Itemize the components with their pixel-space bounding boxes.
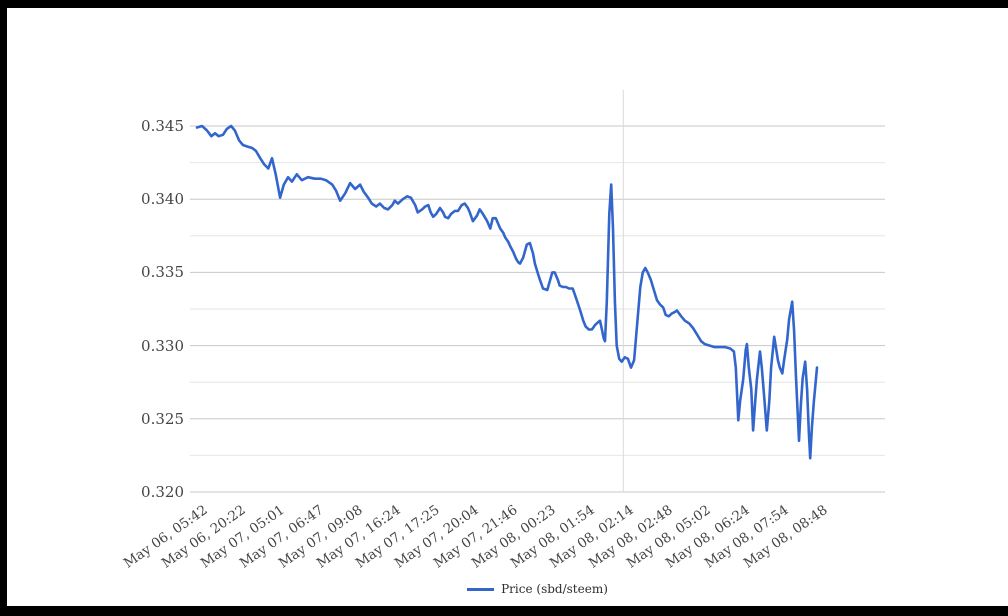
legend: Price (sbd/steem) <box>190 582 885 596</box>
legend-line-swatch <box>467 587 495 591</box>
price-line[interactable] <box>195 124 819 460</box>
legend-label: Price (sbd/steem) <box>501 582 608 596</box>
y-axis-label: 0.320 <box>141 483 184 501</box>
plot-area[interactable] <box>190 90 885 493</box>
y-axis-label: 0.325 <box>141 409 184 428</box>
frame-border-left <box>0 0 7 616</box>
y-axis-label: 0.340 <box>141 190 184 209</box>
y-axis-label: 0.335 <box>141 263 184 282</box>
frame-border-bottom <box>0 606 1008 616</box>
y-axis-label: 0.345 <box>141 117 184 135</box>
y-axis-label: 0.330 <box>141 336 184 355</box>
frame-border-top <box>0 0 1008 8</box>
